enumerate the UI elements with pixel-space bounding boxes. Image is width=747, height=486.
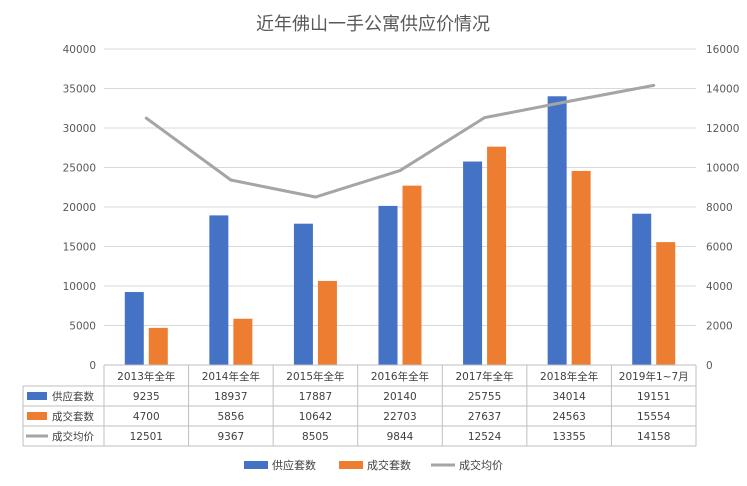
- category-label: 2019年1~7月: [619, 370, 689, 383]
- table-value: 24563: [552, 411, 585, 423]
- table-value: 9367: [217, 431, 244, 443]
- category-label: 2017年全年: [455, 370, 513, 383]
- table-value: 9235: [133, 391, 160, 403]
- legend-label: 成交均价: [459, 458, 503, 472]
- table-value: 18937: [214, 391, 247, 403]
- bar-supply: [547, 96, 567, 365]
- table-value: 12524: [468, 431, 502, 443]
- bars: [124, 96, 676, 365]
- right-tick-label: 6000: [706, 242, 733, 254]
- table-value: 4700: [133, 411, 160, 423]
- table-series-name: 供应套数: [52, 390, 94, 403]
- category-label: 2016年全年: [371, 370, 429, 383]
- category-label: 2013年全年: [117, 370, 175, 383]
- left-tick-label: 5000: [69, 321, 96, 333]
- category-label: 2014年全年: [202, 370, 260, 383]
- table-value: 34014: [552, 391, 586, 403]
- bar-sales: [233, 318, 253, 365]
- bar-supply: [209, 215, 229, 365]
- table-legend-key: [27, 392, 47, 400]
- table-value: 22703: [383, 411, 416, 423]
- right-tick-label: 12000: [706, 123, 739, 135]
- legend-key: [244, 461, 268, 469]
- table-value: 20140: [383, 391, 416, 403]
- bar-supply: [463, 161, 483, 365]
- table-value: 15554: [637, 411, 671, 423]
- bar-supply: [124, 292, 144, 365]
- avg-price-point: [398, 169, 402, 173]
- right-tick-label: 2000: [706, 321, 733, 333]
- bar-sales: [656, 242, 676, 365]
- table-value: 17887: [299, 391, 332, 403]
- right-tick-label: 4000: [706, 281, 733, 293]
- right-axis: 0 2000 4000 6000 8000 10000 12000 14000 16000: [706, 44, 739, 372]
- table-series-name: 成交套数: [52, 410, 94, 423]
- right-tick-label: 8000: [706, 202, 733, 214]
- gridlines: [104, 48, 696, 366]
- table-value: 10642: [299, 411, 332, 423]
- table-value: 13355: [552, 431, 585, 443]
- avg-price-point: [229, 178, 233, 182]
- bar-sales: [402, 185, 422, 365]
- legend: 供应套数 成交套数 成交均价: [244, 458, 503, 472]
- bar-sales: [148, 327, 168, 365]
- left-tick-label: 10000: [63, 281, 96, 293]
- left-tick-label: 15000: [63, 242, 96, 254]
- bar-supply: [378, 205, 398, 365]
- category-label: 2015年全年: [286, 370, 344, 383]
- table-value: 12501: [130, 431, 163, 443]
- left-tick-label: 20000: [63, 202, 96, 214]
- bar-sales: [571, 170, 591, 365]
- table-series-name: 成交均价: [52, 430, 94, 443]
- category-label: 2018年全年: [540, 370, 598, 383]
- data-table: 2013年全年 2014年全年 2015年全年 2016年全年 2017年全年 2018年…: [22, 364, 697, 447]
- chart-title: 近年佛山一手公寓供应价情况: [256, 14, 490, 35]
- left-tick-label: 30000: [63, 123, 96, 135]
- avg-price-point: [144, 116, 148, 120]
- left-tick-label: 25000: [63, 163, 96, 175]
- left-tick-label: 0: [89, 360, 96, 372]
- price-line: [144, 83, 656, 199]
- legend-key: [339, 461, 363, 469]
- left-axis: 0 5000 10000 15000 20000 25000 30000 35000 40000: [63, 44, 96, 372]
- left-tick-label: 40000: [63, 44, 96, 56]
- avg-price-point: [567, 99, 571, 103]
- avg-price-point: [483, 116, 487, 120]
- legend-label: 供应套数: [272, 458, 316, 472]
- right-tick-label: 10000: [706, 163, 739, 175]
- table-value: 27637: [468, 411, 501, 423]
- table-value: 8505: [302, 431, 329, 443]
- table-value: 19151: [637, 391, 670, 403]
- right-tick-label: 0: [706, 360, 713, 372]
- bar-supply: [632, 213, 652, 365]
- legend-label: 成交套数: [367, 458, 411, 472]
- bar-sales: [487, 146, 507, 365]
- avg-price-point: [313, 195, 317, 199]
- right-tick-label: 14000: [706, 84, 739, 96]
- right-tick-label: 16000: [706, 44, 739, 56]
- bar-supply: [293, 223, 313, 365]
- avg-price-point: [652, 83, 656, 87]
- table-value: 25755: [468, 391, 501, 403]
- table-value: 5856: [217, 411, 244, 423]
- table-value: 14158: [637, 431, 670, 443]
- left-tick-label: 35000: [63, 84, 96, 96]
- table-legend-key: [27, 412, 47, 420]
- bar-sales: [317, 280, 337, 365]
- table-value: 9844: [387, 431, 414, 443]
